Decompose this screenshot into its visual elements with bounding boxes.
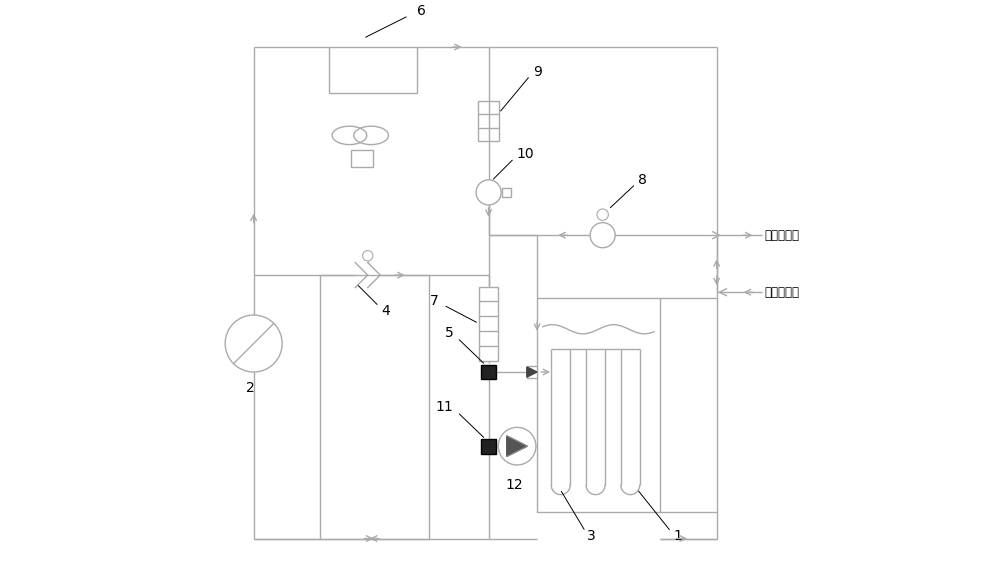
Text: 工作机械回: 工作机械回 xyxy=(764,286,799,299)
Text: 10: 10 xyxy=(516,147,534,160)
Text: 去工作机械: 去工作机械 xyxy=(764,229,799,242)
Bar xyxy=(478,101,499,141)
Text: 5: 5 xyxy=(444,326,453,340)
Circle shape xyxy=(590,223,615,248)
Bar xyxy=(329,47,417,93)
Text: 8: 8 xyxy=(638,173,647,187)
Bar xyxy=(351,150,373,167)
Text: 11: 11 xyxy=(435,401,453,414)
Polygon shape xyxy=(507,436,527,457)
Text: 2: 2 xyxy=(246,381,255,395)
Bar xyxy=(537,298,660,512)
Text: 1: 1 xyxy=(674,529,683,543)
Text: 3: 3 xyxy=(587,529,596,543)
Polygon shape xyxy=(527,367,537,377)
Text: 6: 6 xyxy=(417,4,426,18)
Bar xyxy=(481,364,496,379)
Bar xyxy=(479,286,498,360)
Bar xyxy=(320,275,429,539)
Text: 9: 9 xyxy=(533,65,542,79)
Text: 12: 12 xyxy=(505,478,523,492)
Bar xyxy=(527,366,537,378)
Text: 4: 4 xyxy=(381,304,390,318)
Text: 7: 7 xyxy=(430,295,439,308)
Circle shape xyxy=(476,180,501,205)
Bar xyxy=(481,439,496,454)
Bar xyxy=(502,188,511,197)
